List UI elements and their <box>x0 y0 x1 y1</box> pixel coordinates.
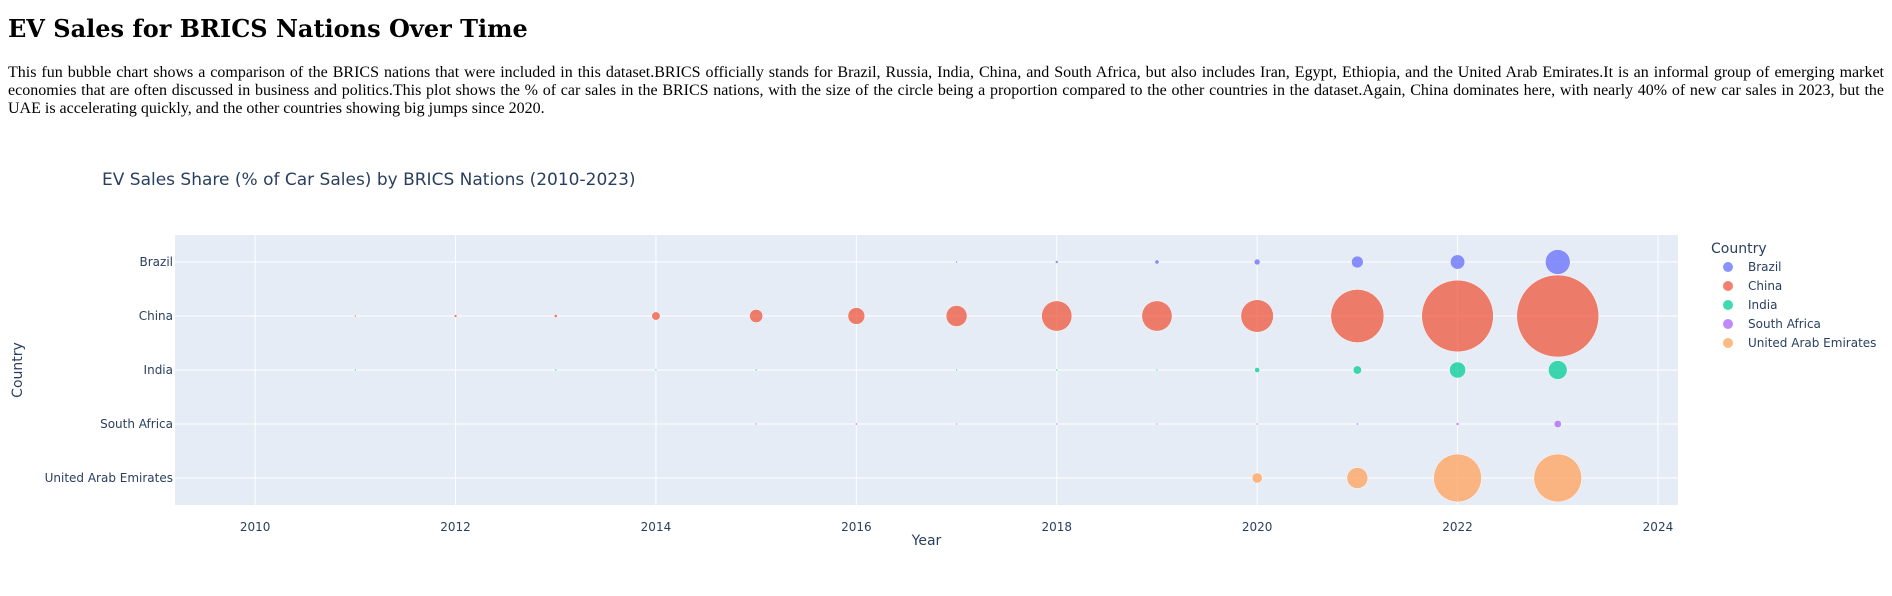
legend-item-brazil[interactable]: Brazil <box>1723 260 1782 274</box>
bubble-china-2023[interactable] <box>1516 274 1600 358</box>
legend-item-united-arab-emirates[interactable]: United Arab Emirates <box>1723 336 1876 350</box>
legend-marker-india <box>1723 300 1733 310</box>
bubble-india-2011[interactable] <box>354 368 357 372</box>
x-tick-label-2016: 2016 <box>841 520 872 534</box>
bubble-india-2022[interactable] <box>1449 361 1466 379</box>
bubble-india-2015[interactable] <box>754 368 758 372</box>
legend-marker-united-arab-emirates <box>1723 338 1733 348</box>
x-tick-label-2010: 2010 <box>240 520 271 534</box>
y-tick-label-india: India <box>144 363 173 377</box>
chart-title: EV Sales Share (% of Car Sales) by BRICS… <box>102 170 636 190</box>
bubble-china-2013[interactable] <box>553 314 558 318</box>
bubble-united-arab-emirates-2021[interactable] <box>1346 467 1369 489</box>
x-axis-title: Year <box>911 533 942 549</box>
bubble-south-africa-2019[interactable] <box>1155 422 1159 426</box>
x-tick-label-2024: 2024 <box>1643 520 1674 534</box>
bubble-brazil-2023[interactable] <box>1545 249 1571 275</box>
x-tick-label-2014: 2014 <box>641 520 672 534</box>
bubble-china-2015[interactable] <box>749 309 764 323</box>
legend-marker-china <box>1723 281 1733 291</box>
x-tick-label-2020: 2020 <box>1242 520 1273 534</box>
legend-label-india: India <box>1748 298 1777 312</box>
bubble-south-africa-2022[interactable] <box>1455 422 1460 426</box>
bubble-india-2013[interactable] <box>554 368 558 372</box>
bubble-china-2020[interactable] <box>1240 299 1274 333</box>
legend-item-china[interactable]: China <box>1723 279 1782 293</box>
bubble-brazil-2021[interactable] <box>1351 255 1364 269</box>
x-tick-label-2022: 2022 <box>1442 520 1473 534</box>
bubble-united-arab-emirates-2020[interactable] <box>1251 472 1263 484</box>
bubble-china-2021[interactable] <box>1330 289 1385 343</box>
bubble-india-2014[interactable] <box>654 368 658 372</box>
x-tick-label-2012: 2012 <box>440 520 471 534</box>
bubble-china-2017[interactable] <box>945 305 968 327</box>
bubble-south-africa-2016[interactable] <box>854 422 858 426</box>
bubble-south-africa-2020[interactable] <box>1255 422 1259 426</box>
bubbles <box>354 249 1600 503</box>
bubble-china-2022[interactable] <box>1421 279 1494 353</box>
bubble-south-africa-2015[interactable] <box>754 422 758 426</box>
y-tick-label-south-africa: South Africa <box>100 417 173 431</box>
y-axis-title: Country <box>10 342 26 398</box>
legend-label-south-africa: South Africa <box>1748 317 1821 331</box>
bubble-china-2011[interactable] <box>354 314 357 318</box>
legend-item-south-africa[interactable]: South Africa <box>1723 317 1821 331</box>
bubble-south-africa-2021[interactable] <box>1355 422 1359 426</box>
bubble-brazil-2018[interactable] <box>1055 260 1059 264</box>
legend: Brazil China India South Africa United Arab … <box>1723 260 1876 350</box>
bubble-united-arab-emirates-2022[interactable] <box>1433 453 1482 503</box>
bubble-india-2018[interactable] <box>1055 368 1059 372</box>
bubble-south-africa-2017[interactable] <box>955 422 958 426</box>
y-tick-label-china: China <box>139 309 173 323</box>
y-tick-label-united-arab-emirates: United Arab Emirates <box>45 471 173 485</box>
bubble-china-2018[interactable] <box>1041 300 1073 332</box>
bubble-brazil-2017[interactable] <box>955 260 958 264</box>
bubble-china-2019[interactable] <box>1141 300 1173 332</box>
bubble-brazil-2020[interactable] <box>1253 258 1261 266</box>
bubble-china-2012[interactable] <box>453 314 458 318</box>
bubble-india-2017[interactable] <box>955 368 958 372</box>
bubble-china-2014[interactable] <box>651 311 661 321</box>
legend-label-china: China <box>1748 279 1782 293</box>
legend-title: Country <box>1711 241 1767 257</box>
legend-label-brazil: Brazil <box>1748 260 1782 274</box>
bubble-south-africa-2023[interactable] <box>1553 420 1562 428</box>
legend-label-united-arab-emirates: United Arab Emirates <box>1748 336 1876 350</box>
bubble-china-2016[interactable] <box>847 307 866 325</box>
legend-item-india[interactable]: India <box>1723 298 1777 312</box>
y-tick-label-brazil: Brazil <box>140 255 174 269</box>
bubble-united-arab-emirates-2023[interactable] <box>1533 453 1582 503</box>
bubble-india-2023[interactable] <box>1548 360 1568 380</box>
page-title: EV Sales for BRICS Nations Over Time <box>8 14 528 43</box>
bubble-india-2019[interactable] <box>1155 368 1159 372</box>
axis-ticks: 2010 2012 2014 2016 2018 2020 2022 2024 Brazil Ch… <box>45 255 1674 534</box>
bubble-brazil-2019[interactable] <box>1154 259 1160 265</box>
bubble-brazil-2022[interactable] <box>1450 254 1466 270</box>
x-tick-label-2018: 2018 <box>1041 520 1072 534</box>
bubble-india-2021[interactable] <box>1352 365 1362 375</box>
bubble-india-2020[interactable] <box>1254 367 1260 373</box>
page-description: This fun bubble chart shows a comparison… <box>8 64 1884 117</box>
legend-marker-brazil <box>1723 262 1733 272</box>
bubble-south-africa-2018[interactable] <box>1055 422 1059 426</box>
legend-marker-south-africa <box>1723 319 1733 329</box>
